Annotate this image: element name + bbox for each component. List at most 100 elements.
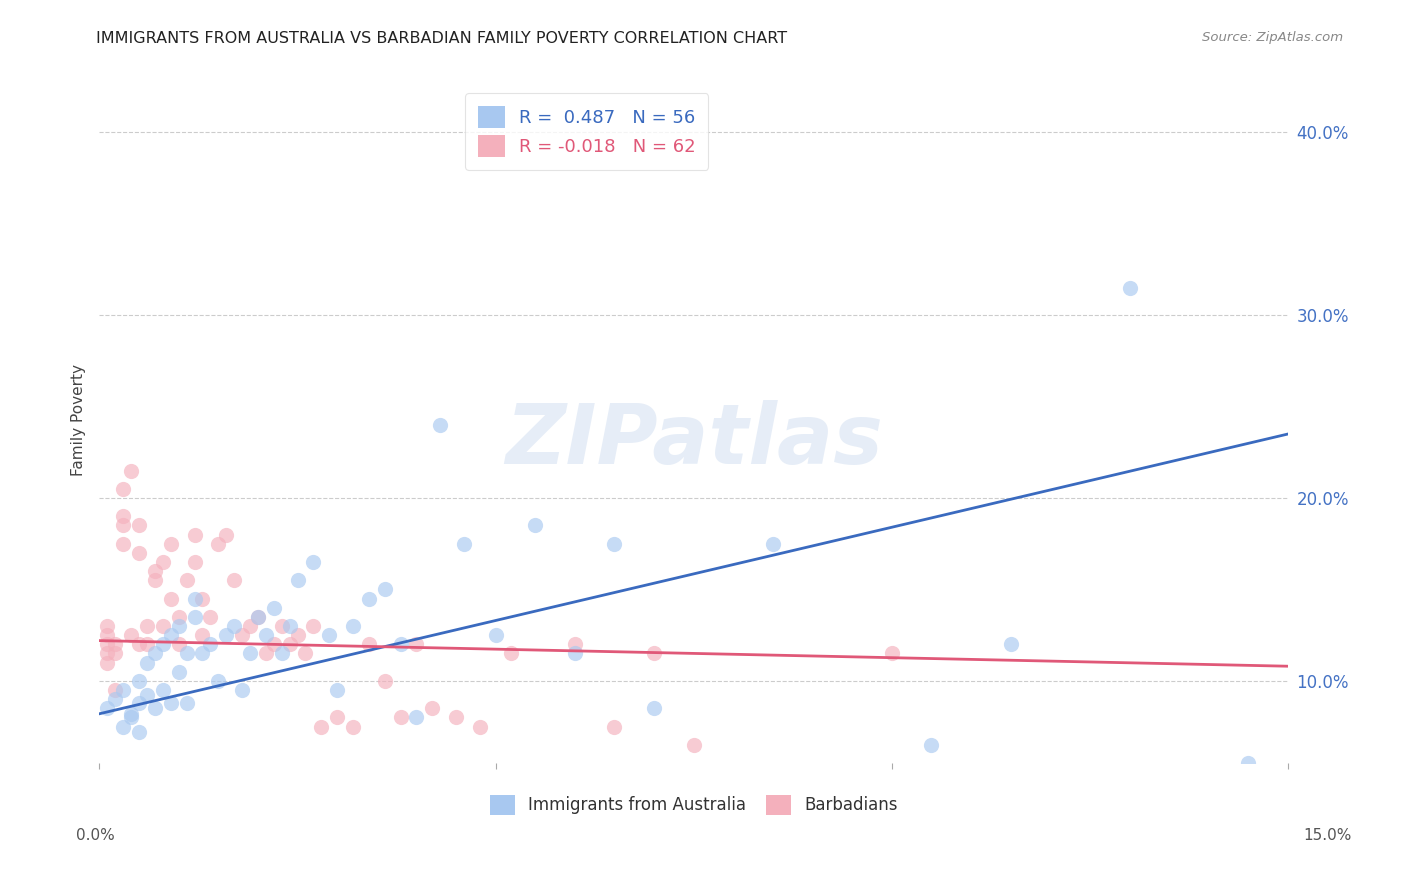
Point [191,628,214,642]
Legend: Immigrants from Australia, Barbadians: Immigrants from Australia, Barbadians [481,787,905,823]
Point [136,637,159,651]
Point [207,537,229,551]
Point [96,619,118,633]
Point [120,710,142,724]
Point [191,591,214,606]
Point [200,637,222,651]
Point [112,720,135,734]
Point [128,725,150,739]
Point [167,610,190,624]
Point [143,647,166,661]
Point [246,610,269,624]
Point [302,619,325,633]
Point [342,619,364,633]
Point [270,647,292,661]
Point [278,637,301,651]
Point [136,656,159,670]
Point [159,591,181,606]
Point [176,574,198,588]
Point [263,600,285,615]
Point [485,628,508,642]
Point [287,628,309,642]
Point [136,689,159,703]
Point [152,619,174,633]
Point [128,673,150,688]
Point [318,628,340,642]
Point [215,527,238,541]
Point [278,619,301,633]
Point [104,637,127,651]
Point [167,637,190,651]
Point [96,656,118,670]
Point [453,537,475,551]
Point [167,665,190,679]
Point [183,591,205,606]
Point [374,673,396,688]
Point [239,619,262,633]
Point [112,683,135,698]
Point [444,710,467,724]
Point [263,637,285,651]
Point [405,637,427,651]
Point [389,710,412,724]
Point [405,710,427,724]
Point [207,673,229,688]
Point [762,537,785,551]
Point [120,706,142,721]
Point [120,628,142,642]
Point [294,647,316,661]
Point [120,464,142,478]
Point [96,701,118,715]
Point [152,637,174,651]
Point [374,582,396,597]
Point [302,555,325,569]
Point [1000,637,1022,651]
Point [270,619,292,633]
Point [524,518,547,533]
Point [254,628,277,642]
Point [136,619,159,633]
Point [920,738,942,752]
Point [326,683,349,698]
Point [167,619,190,633]
Point [159,696,181,710]
Point [200,610,222,624]
Point [104,647,127,661]
Point [420,701,443,715]
Point [159,537,181,551]
Point [880,647,903,661]
Point [246,610,269,624]
Point [159,628,181,642]
Point [342,720,364,734]
Point [112,509,135,524]
Point [231,628,253,642]
Text: IMMIGRANTS FROM AUSTRALIA VS BARBADIAN FAMILY POVERTY CORRELATION CHART: IMMIGRANTS FROM AUSTRALIA VS BARBADIAN F… [96,31,787,46]
Text: ZIPatlas: ZIPatlas [505,401,883,482]
Point [176,647,198,661]
Point [311,720,333,734]
Point [128,518,150,533]
Text: 0.0%: 0.0% [76,828,115,843]
Point [104,692,127,706]
Point [389,637,412,651]
Point [112,537,135,551]
Point [128,696,150,710]
Point [224,574,246,588]
Point [112,482,135,496]
Point [603,537,626,551]
Point [357,591,380,606]
Point [112,518,135,533]
Point [501,647,523,661]
Point [152,683,174,698]
Point [643,647,665,661]
Point [1237,756,1260,771]
Text: Source: ZipAtlas.com: Source: ZipAtlas.com [1202,31,1343,45]
Point [254,647,277,661]
Point [96,637,118,651]
Point [143,701,166,715]
Point [564,637,586,651]
Point [183,527,205,541]
Point [183,555,205,569]
Point [152,555,174,569]
Point [231,683,253,698]
